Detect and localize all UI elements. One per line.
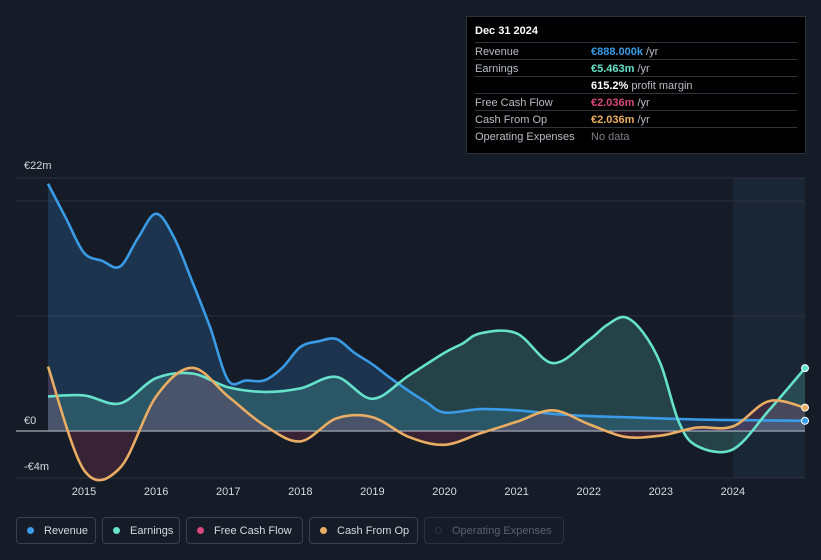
tooltip-row: Revenue €888.000k /yr	[475, 42, 797, 60]
series-lines	[46, 183, 806, 482]
legend-label: Earnings	[130, 525, 174, 537]
tooltip-row-value: 615.2% profit margin	[591, 80, 693, 92]
tooltip-row: Earnings €5.463m /yr	[475, 59, 797, 77]
x-tick-label: 2022	[576, 486, 600, 498]
legend-item-earnings[interactable]: Earnings	[102, 517, 180, 544]
tooltip-row: Operating Expenses No data	[475, 127, 797, 145]
legend-dot-icon	[197, 527, 204, 534]
y-tick-label: €22m	[24, 160, 52, 172]
earnings-line	[47, 315, 806, 454]
legend-item-operating-expenses[interactable]: Operating Expenses	[424, 517, 564, 544]
tooltip-row-value: €2.036m /yr	[591, 97, 650, 109]
y-axis-labels: €22m €0 -€4m	[24, 160, 52, 473]
x-tick-label: 2015	[72, 486, 96, 498]
y-tick-label: -€4m	[24, 461, 49, 473]
cash-from-op-end-point	[801, 403, 809, 412]
data-tooltip: Dec 31 2024 Revenue €888.000k /yr Earnings…	[466, 16, 806, 154]
legend-label: Revenue	[44, 525, 89, 537]
legend-label: Cash From Op	[337, 525, 410, 537]
x-tick-label: 2018	[288, 486, 312, 498]
x-tick-label: 2017	[216, 486, 240, 498]
tooltip-row-value: €888.000k /yr	[591, 46, 659, 58]
legend-dot-icon	[435, 527, 442, 534]
tooltip-row-label: Revenue	[475, 46, 520, 58]
revenue-area	[48, 183, 805, 431]
tooltip-row: Cash From Op €2.036m /yr	[475, 110, 797, 128]
tooltip-row-value: €5.463m /yr	[591, 63, 650, 75]
forecast-region	[732, 178, 805, 478]
legend-item-revenue[interactable]: Revenue	[16, 517, 96, 544]
free-cash-flow-area	[48, 366, 805, 481]
revenue-line	[46, 183, 806, 423]
tooltip-row-value: €2.036m /yr	[591, 114, 650, 126]
tooltip-row-label: Operating Expenses	[475, 131, 575, 143]
tooltip-row-value: No data	[591, 131, 630, 143]
x-tick-label: 2024	[721, 486, 745, 498]
legend-item-cash-from-op[interactable]: Cash From Op	[309, 517, 418, 544]
x-tick-label: 2021	[504, 486, 528, 498]
earnings-end-point	[801, 364, 809, 373]
tooltip-row-label: Cash From Op	[475, 114, 548, 126]
series-areas	[48, 183, 805, 481]
legend-item-free-cash-flow[interactable]: Free Cash Flow	[186, 517, 303, 544]
legend-dot-icon	[27, 527, 34, 534]
x-tick-label: 2016	[144, 486, 168, 498]
series-end-markers	[801, 364, 809, 425]
grid-lines	[16, 177, 805, 479]
tooltip-date: Dec 31 2024	[475, 25, 538, 37]
legend-dot-icon	[113, 527, 120, 534]
x-tick-label: 2019	[360, 486, 384, 498]
y-tick-label: €0	[24, 415, 36, 427]
x-tick-label: 2020	[432, 486, 456, 498]
tooltip-row: Free Cash Flow €2.036m /yr	[475, 93, 797, 111]
tooltip-row: 615.2% profit margin	[475, 76, 797, 94]
earnings-area	[48, 316, 805, 453]
revenue-end-point	[801, 416, 809, 425]
x-axis-labels: 2015 2016 2017 2018 2019 2020 2021 2022 2023 2024	[72, 486, 745, 498]
legend-label: Operating Expenses	[452, 525, 552, 537]
legend-dot-icon	[320, 527, 327, 534]
legend-label: Free Cash Flow	[214, 525, 292, 537]
x-tick-label: 2023	[649, 486, 673, 498]
tooltip-row-label: Free Cash Flow	[475, 97, 553, 109]
tooltip-row-label: Earnings	[475, 63, 519, 75]
cash-from-op-line	[46, 366, 806, 482]
